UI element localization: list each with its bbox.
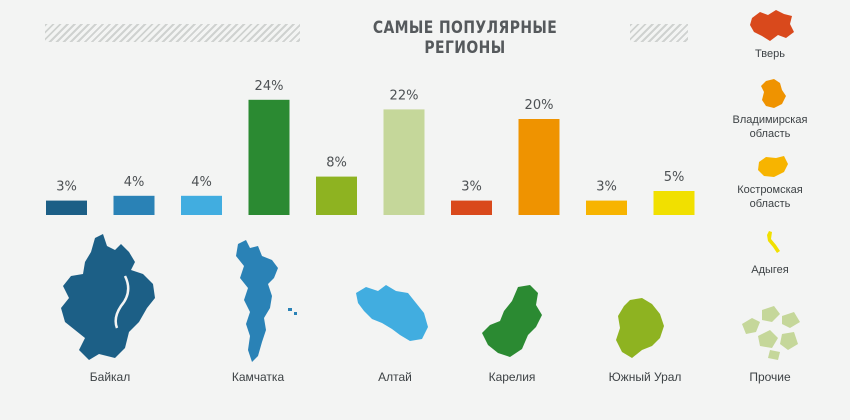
- bar-3: [181, 195, 222, 215]
- tver-map-icon: [750, 10, 794, 41]
- altai-map-icon: [356, 285, 428, 341]
- bar-8: [518, 119, 560, 215]
- title-stripes-right: [630, 24, 688, 42]
- side-label-kostroma: Костромская область: [737, 184, 803, 210]
- map-label-kamchatka: Камчатка: [231, 370, 285, 384]
- bar-value-label-5: 8%: [326, 156, 347, 171]
- bar-value-label-6: 22%: [390, 88, 419, 103]
- other-regions-map-icon: [742, 306, 800, 360]
- side-label-tver: Тверь: [755, 48, 785, 60]
- bar-9: [586, 200, 627, 215]
- karelia-map-icon: [482, 285, 542, 357]
- bar-value-label-9: 3%: [596, 180, 617, 195]
- bar-4: [248, 99, 290, 215]
- map-label-altai: Алтай: [378, 370, 412, 384]
- bar-value-label-10: 5%: [664, 170, 685, 185]
- bar-5: [316, 176, 357, 215]
- title-stripes-left: [45, 24, 300, 42]
- baikal-map-icon: [61, 234, 155, 360]
- bar-value-label-3: 4%: [191, 175, 212, 190]
- vladimir-map-icon: [761, 79, 786, 108]
- bar-10: [653, 191, 695, 215]
- chart-title: САМЫЕ ПОПУЛЯРНЫЕ РЕГИОНЫ: [372, 18, 558, 58]
- map-label-karelia: Карелия: [488, 370, 536, 384]
- map-label-south-ural: Южный Урал: [608, 370, 682, 384]
- bar-value-label-2: 4%: [124, 175, 145, 190]
- bar-7: [451, 200, 492, 215]
- bar-value-label-4: 24%: [255, 79, 284, 94]
- map-label-baikal: Байкал: [89, 370, 131, 384]
- map-label-other: Прочие: [749, 370, 791, 384]
- adygea-map-icon: [767, 231, 780, 253]
- bar-value-label-8: 20%: [525, 98, 554, 113]
- kostroma-map-icon: [758, 156, 788, 177]
- south-ural-map-icon: [616, 298, 664, 358]
- bar-2: [113, 195, 155, 215]
- bar-value-label-7: 3%: [461, 180, 482, 195]
- bar-6: [383, 109, 425, 215]
- side-label-adygea: Адыгея: [751, 264, 789, 276]
- side-label-vladimir: Владимирская область: [732, 114, 808, 140]
- kamchatka-map-icon: [236, 240, 297, 362]
- bar-value-label-1: 3%: [56, 180, 77, 195]
- bar-1: [46, 200, 87, 215]
